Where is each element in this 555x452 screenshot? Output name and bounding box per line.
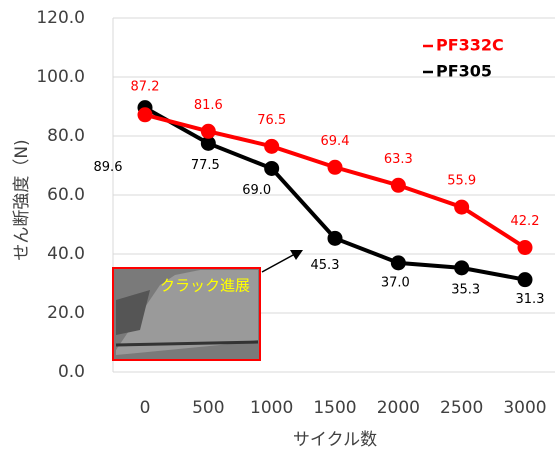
legend-label: PF305 xyxy=(436,62,492,81)
x-tick-label: 1500 xyxy=(313,398,356,418)
y-tick-label: 40.0 xyxy=(47,244,85,264)
data-label: 77.5 xyxy=(191,158,220,173)
data-label: 76.5 xyxy=(257,113,286,128)
data-label: 35.3 xyxy=(451,282,480,297)
data-point xyxy=(138,107,153,122)
y-tick-label: 0.0 xyxy=(58,362,85,382)
data-point xyxy=(391,255,406,270)
x-tick-label: 1000 xyxy=(250,398,293,418)
data-point xyxy=(391,178,406,193)
data-label: 81.6 xyxy=(194,98,223,113)
data-label: 55.9 xyxy=(447,174,476,189)
inset-image: クラック進展 xyxy=(113,268,260,360)
chart: せん断強度（N) サイクル数 PF332C PF305 0.0 20.0 40.0 6… xyxy=(0,0,555,452)
data-point xyxy=(328,231,343,246)
data-label: 63.3 xyxy=(384,152,413,167)
x-tick-label: 2000 xyxy=(377,398,420,418)
annotation-arrow xyxy=(262,254,295,272)
y-tick-label: 20.0 xyxy=(47,303,85,323)
x-tick-label: 500 xyxy=(192,398,224,418)
data-label: 69.0 xyxy=(242,183,271,198)
data-label: 37.0 xyxy=(381,275,410,290)
data-label: 42.2 xyxy=(511,214,540,229)
x-axis-label: サイクル数 xyxy=(293,430,377,450)
data-point xyxy=(264,139,279,154)
data-point xyxy=(454,200,469,215)
data-label: 31.3 xyxy=(516,292,545,307)
y-tick-label: 100.0 xyxy=(36,67,85,87)
data-point xyxy=(201,124,216,139)
data-label: 45.3 xyxy=(311,258,340,273)
y-tick-label: 60.0 xyxy=(47,185,85,205)
data-point xyxy=(264,161,279,176)
x-tick-label: 3000 xyxy=(503,398,546,418)
y-tick-label: 120.0 xyxy=(36,8,85,28)
data-point xyxy=(454,260,469,275)
legend-label: PF332C xyxy=(436,36,504,55)
data-label: 89.6 xyxy=(94,160,123,175)
data-label: 87.2 xyxy=(131,79,160,94)
data-point xyxy=(518,240,533,255)
x-tick-label: 2500 xyxy=(440,398,483,418)
data-point xyxy=(518,272,533,287)
data-point xyxy=(328,160,343,175)
y-axis-label: せん断強度（N) xyxy=(12,139,32,260)
data-label: 69.4 xyxy=(321,134,350,149)
x-tick-label: 0 xyxy=(140,398,151,418)
annotation: クラック進展 xyxy=(160,277,250,295)
y-tick-label: 80.0 xyxy=(47,126,85,146)
